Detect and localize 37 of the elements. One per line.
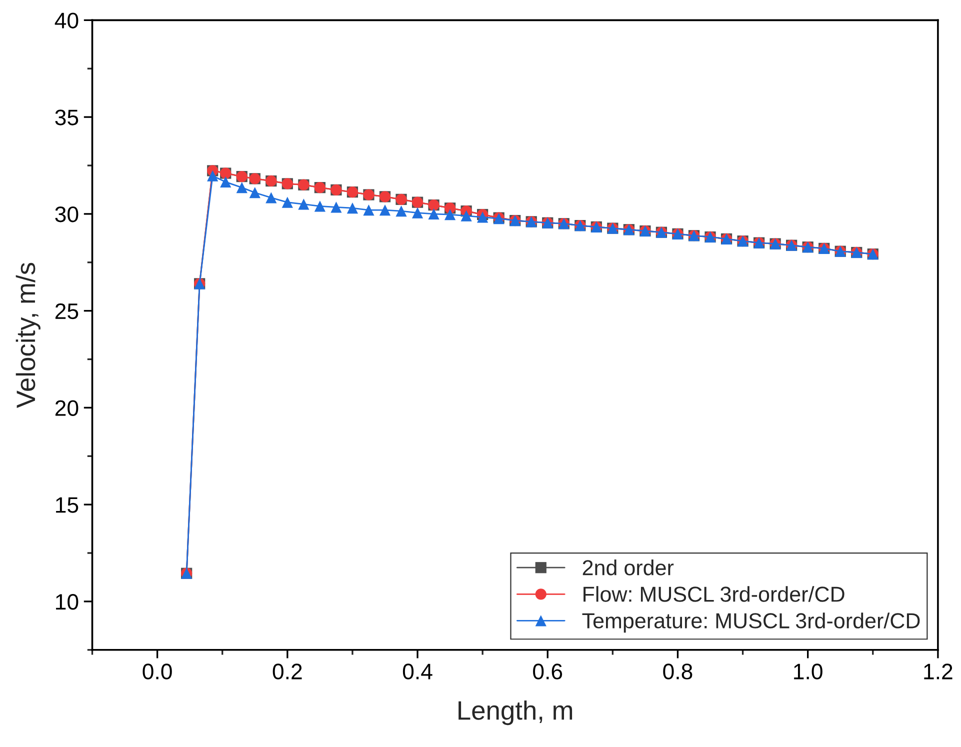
legend-label: Flow: MUSCL 3rd-order/CD: [584, 586, 844, 602]
point: [298, 198, 310, 210]
x-tick-label: 1.0: [794, 664, 822, 680]
x-tick-label: 0.2: [272, 664, 302, 680]
point: [207, 170, 218, 182]
x-tick-label: 1.2: [924, 664, 952, 680]
point: [444, 208, 456, 220]
y-tick-label: 40: [54, 12, 78, 28]
point: [330, 202, 342, 213]
y-tick-label: 25: [55, 303, 78, 320]
point: [363, 204, 374, 216]
point: [314, 200, 326, 212]
y-tick-label: 30: [55, 206, 78, 222]
point: [396, 205, 407, 217]
y-tick-label: 20: [55, 400, 78, 416]
x-tick-label: 0.8: [663, 664, 692, 680]
point: [379, 204, 391, 216]
point: [460, 210, 472, 222]
x-tick-label: 0.6: [533, 664, 562, 680]
point: [220, 176, 232, 188]
x-tick-label: 0.4: [402, 664, 432, 680]
point: [236, 182, 248, 194]
y-tick-label: 15: [56, 497, 78, 513]
legend-label: 2nd order: [582, 560, 674, 576]
point: [282, 196, 293, 208]
point: [477, 212, 488, 223]
point: [428, 208, 440, 220]
y-tick-label: 10: [56, 594, 78, 610]
x-axis-title: Length, m: [458, 700, 572, 726]
legend-label: Temperature: MUSCL 3rd-order/CD: [582, 612, 920, 633]
y-axis-title: Velocity, m/s: [16, 262, 40, 408]
y-tick-label: 35: [55, 110, 78, 126]
point: [412, 207, 424, 218]
point: [346, 202, 358, 214]
point: [266, 192, 277, 204]
point: [249, 187, 260, 198]
x-tick-label: 0.0: [142, 664, 172, 680]
